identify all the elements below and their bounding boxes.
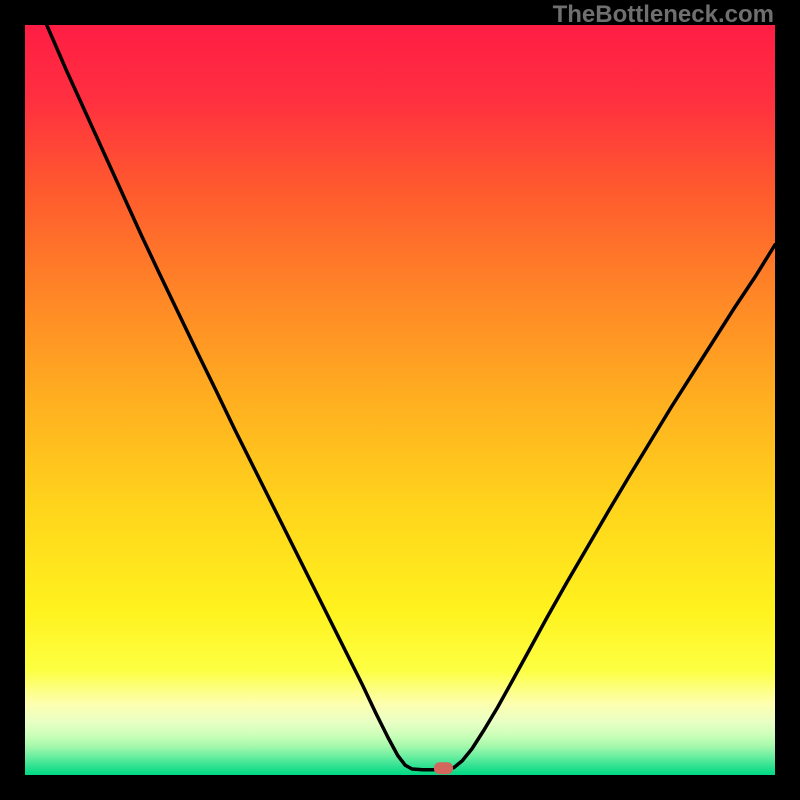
bottleneck-marker [434,762,453,774]
watermark-text: TheBottleneck.com [553,1,774,29]
chart-svg [0,0,800,800]
plot-background [25,25,775,775]
